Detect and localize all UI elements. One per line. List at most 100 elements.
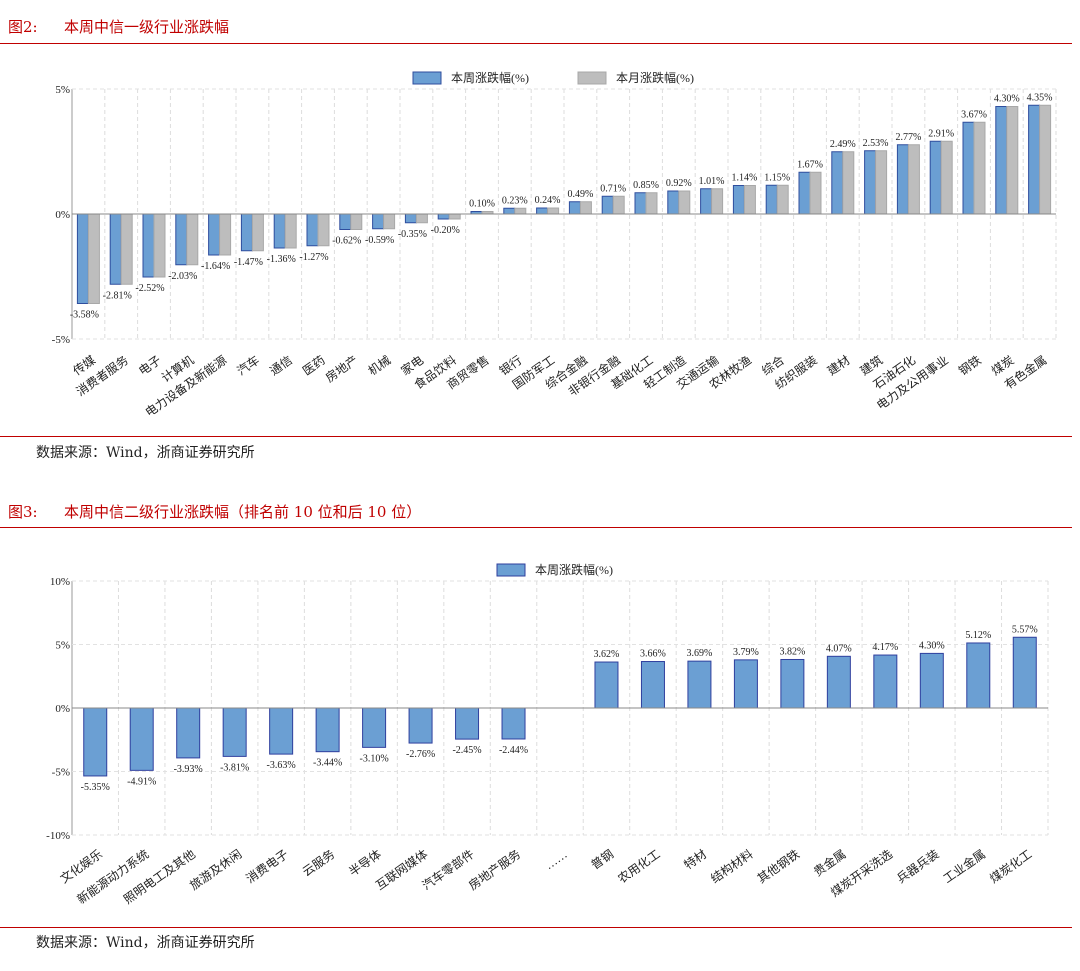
data-label: 0.23% [502, 195, 528, 206]
data-label: 0.85% [633, 180, 659, 191]
x-tick-label: 半导体 [346, 847, 384, 879]
data-label: 0.10% [469, 199, 495, 210]
bar [973, 121, 986, 215]
x-tick-label: 其他钢铁 [755, 847, 802, 886]
data-label: 3.79% [733, 647, 759, 658]
figure-2-title: 图2: 本周中信一级行业涨跌幅 [8, 16, 229, 37]
bar [109, 213, 122, 285]
y-tick-label: -5% [52, 767, 70, 779]
bar [273, 213, 286, 249]
x-tick-label: 云服务 [299, 846, 337, 879]
bar [404, 213, 417, 224]
bar [208, 213, 221, 256]
bar [415, 213, 428, 224]
x-tick-label: 消费电子 [244, 847, 291, 886]
legend-label: 本周涨跌幅(%) [451, 70, 529, 85]
x-tick-label: 机械 [365, 352, 393, 378]
title-rule [0, 527, 1072, 528]
bar [153, 213, 166, 278]
bar [503, 207, 516, 215]
data-label: -1.27% [299, 252, 328, 263]
bar [929, 140, 942, 215]
data-label: 4.30% [919, 640, 945, 651]
figure-3-number: 图3: [8, 503, 38, 521]
data-label: -2.45% [452, 745, 481, 756]
data-label: 3.62% [594, 649, 620, 660]
bar [306, 213, 319, 247]
bar [612, 195, 625, 215]
data-label: -5.35% [81, 782, 110, 793]
source-rule [0, 436, 1072, 437]
bar [76, 213, 89, 304]
data-label: 5.12% [965, 630, 991, 641]
data-label: -0.20% [431, 225, 460, 236]
bar [142, 213, 155, 278]
bar [594, 661, 619, 709]
data-label: 0.24% [535, 195, 561, 206]
bar [875, 150, 888, 215]
bar [826, 655, 851, 709]
source-rule [0, 927, 1072, 928]
data-label: -3.81% [220, 762, 249, 773]
y-tick-label: -5% [52, 334, 70, 346]
legend-swatch [412, 71, 442, 85]
bar [798, 171, 811, 215]
bar [408, 707, 433, 744]
bar [919, 652, 944, 709]
bar [743, 185, 756, 215]
x-tick-label: 特材 [681, 846, 709, 872]
legend-swatch [577, 71, 607, 85]
y-tick-label: 0% [55, 703, 70, 715]
data-label: 5.57% [1012, 624, 1038, 635]
y-tick-label: 5% [55, 84, 70, 96]
data-label: -0.35% [398, 229, 427, 240]
legend-label: 本月涨跌幅(%) [616, 70, 694, 85]
data-label: -2.52% [135, 283, 164, 294]
bar [251, 213, 264, 252]
data-label: 1.67% [797, 159, 823, 170]
data-label: -3.63% [267, 760, 296, 771]
bar [640, 661, 665, 709]
bar [907, 144, 920, 215]
bar [536, 207, 549, 215]
bar [339, 213, 352, 230]
bar [240, 213, 253, 252]
bar [1006, 106, 1019, 215]
bar [966, 642, 991, 709]
figure-2-source: 数据来源：Wind，浙商证券研究所 [36, 445, 255, 461]
x-tick-label: 通信 [267, 353, 295, 378]
bar [315, 707, 340, 753]
data-label: 4.30% [994, 94, 1020, 105]
bar [547, 207, 560, 215]
bar [809, 171, 822, 215]
data-label: -3.10% [360, 753, 389, 764]
bar [455, 707, 480, 740]
figure-3-title-text: 本周中信二级行业涨跌幅（排名前 10 位和后 10 位） [64, 503, 422, 521]
data-label: 3.82% [779, 646, 805, 657]
bar [269, 707, 294, 755]
data-label: -3.44% [313, 758, 342, 769]
data-label: 2.49% [830, 139, 856, 150]
bar [940, 140, 953, 215]
data-label: 2.77% [895, 132, 921, 143]
x-tick-label: 工业金属 [940, 846, 988, 886]
bar [448, 213, 461, 220]
data-label: -0.59% [365, 235, 394, 246]
bar [1039, 104, 1052, 215]
x-tick-label: 兵器兵装 [894, 847, 941, 886]
data-label: 0.71% [600, 183, 626, 194]
bar [362, 707, 387, 748]
y-tick-label: 10% [50, 576, 70, 588]
bar [711, 188, 724, 215]
bar [176, 707, 201, 759]
bar [842, 151, 855, 215]
bar [896, 144, 909, 215]
data-label: 1.01% [699, 176, 725, 187]
bar [700, 188, 713, 215]
x-tick-label: 建材 [825, 353, 853, 378]
bar [831, 151, 844, 215]
bar [776, 184, 789, 215]
data-label: -3.58% [70, 310, 99, 321]
bar [667, 190, 680, 215]
